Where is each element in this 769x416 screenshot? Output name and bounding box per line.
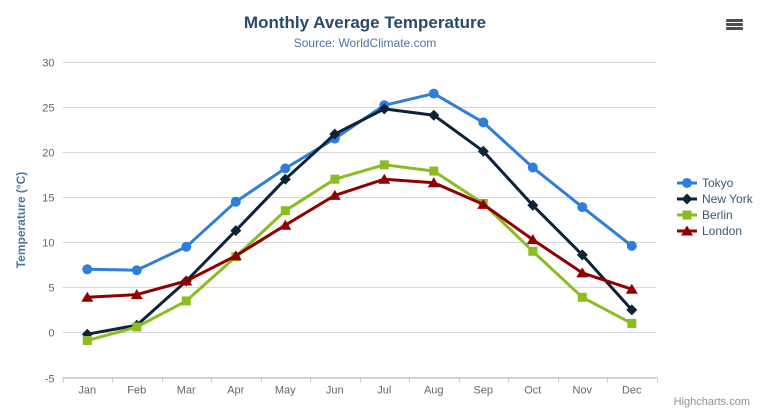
data-point-marker[interactable] [477,145,489,157]
data-point-marker[interactable] [328,189,341,200]
y-axis-label: 5 [48,283,54,295]
data-point-marker[interactable] [180,275,193,286]
series-line-new-york [85,107,634,336]
x-axis-label: Dec [622,385,642,397]
data-point-marker[interactable] [229,250,242,261]
data-point-marker[interactable] [379,160,389,170]
data-point-marker[interactable] [82,264,93,275]
data-point-marker[interactable] [625,283,638,294]
x-axis-label: Oct [524,385,541,397]
chart-title: Monthly Average Temperature [243,13,487,32]
data-point-marker[interactable] [681,193,693,205]
legend-label: Berlin [702,208,733,222]
data-point-marker[interactable] [682,210,692,220]
legend-label: London [702,224,743,238]
data-point-marker[interactable] [577,292,587,302]
series-tokyo [82,88,637,276]
x-axis-label: Jul [377,385,391,397]
series-new-york [81,103,638,340]
data-point-marker[interactable] [478,117,489,128]
y-axis-label: -5 [45,374,55,386]
series-london [81,173,638,302]
data-point-marker[interactable] [477,198,490,209]
legend: Tokyo New York Berlin London [676,176,753,238]
x-axis-label: Jun [326,385,344,397]
y-axis-label: 20 [42,148,54,160]
data-point-marker[interactable] [428,109,440,121]
data-point-marker[interactable] [527,162,538,173]
data-point-marker[interactable] [626,304,638,316]
data-point-marker[interactable] [527,199,539,211]
data-point-marker[interactable] [577,202,588,213]
data-point-marker[interactable] [280,163,291,174]
data-point-marker[interactable] [131,265,142,276]
data-point-marker[interactable] [132,322,142,332]
x-axis-label: Apr [227,385,244,397]
data-point-marker[interactable] [230,196,241,207]
x-axis-label: May [275,385,296,397]
y-axis-label: 30 [42,58,54,70]
data-point-marker[interactable] [81,291,94,302]
data-point-marker[interactable] [427,177,440,188]
legend-item-london[interactable]: London [676,224,753,238]
legend-item-berlin[interactable]: Berlin [676,208,753,222]
hamburger-menu-icon [726,18,748,30]
data-point-marker[interactable] [428,88,439,99]
x-axis-label: Nov [572,385,592,397]
data-point-marker[interactable] [181,296,191,306]
data-point-marker[interactable] [378,103,390,115]
data-point-marker[interactable] [82,336,92,345]
data-point-marker[interactable] [279,173,291,185]
data-point-marker[interactable] [626,240,637,251]
legend-marker-diamond-icon [677,193,697,205]
data-point-marker[interactable] [681,225,693,236]
legend-marker-triangle-icon [677,225,697,236]
y-axis-label: 15 [42,193,54,205]
y-axis-title: Temperature (°C) [14,171,28,269]
series-berlin [82,160,637,345]
data-point-marker[interactable] [230,225,242,237]
data-point-marker[interactable] [429,166,439,176]
data-point-marker[interactable] [280,206,290,216]
data-point-marker[interactable] [378,173,391,184]
legend-label: New York [702,192,753,206]
series-line-london [85,177,634,299]
y-axis-label: 0 [48,328,54,340]
legend-label: Tokyo [702,176,734,190]
credits-link[interactable]: Highcharts.com [673,396,750,408]
chart-subtitle: Source: WorldClimate.com [293,36,437,50]
data-point-marker[interactable] [330,174,340,184]
data-point-marker[interactable] [181,241,192,252]
x-axis-label: Mar [177,385,196,397]
y-axis-label: 10 [42,238,54,250]
export-menu-button[interactable] [726,15,748,33]
data-point-marker[interactable] [526,234,539,245]
data-point-marker[interactable] [682,178,692,188]
x-axis-label: Jan [78,385,96,397]
data-point-marker[interactable] [576,249,588,261]
legend-marker-circle-icon [677,178,697,188]
x-axis-label: Feb [127,385,146,397]
data-point-marker[interactable] [279,219,292,230]
data-point-marker[interactable] [130,289,143,300]
data-point-marker[interactable] [528,246,538,256]
legend-item-new-york[interactable]: New York [676,192,753,206]
x-axis-label: Aug [424,385,444,397]
data-point-marker[interactable] [329,128,341,140]
data-point-marker[interactable] [576,267,589,278]
legend-item-tokyo[interactable]: Tokyo [676,176,753,190]
legend-marker-square-icon [677,210,697,220]
series-line-berlin [85,163,634,342]
y-axis-label: 25 [42,103,54,115]
data-point-marker[interactable] [627,318,637,328]
x-axis-label: Sep [473,385,493,397]
